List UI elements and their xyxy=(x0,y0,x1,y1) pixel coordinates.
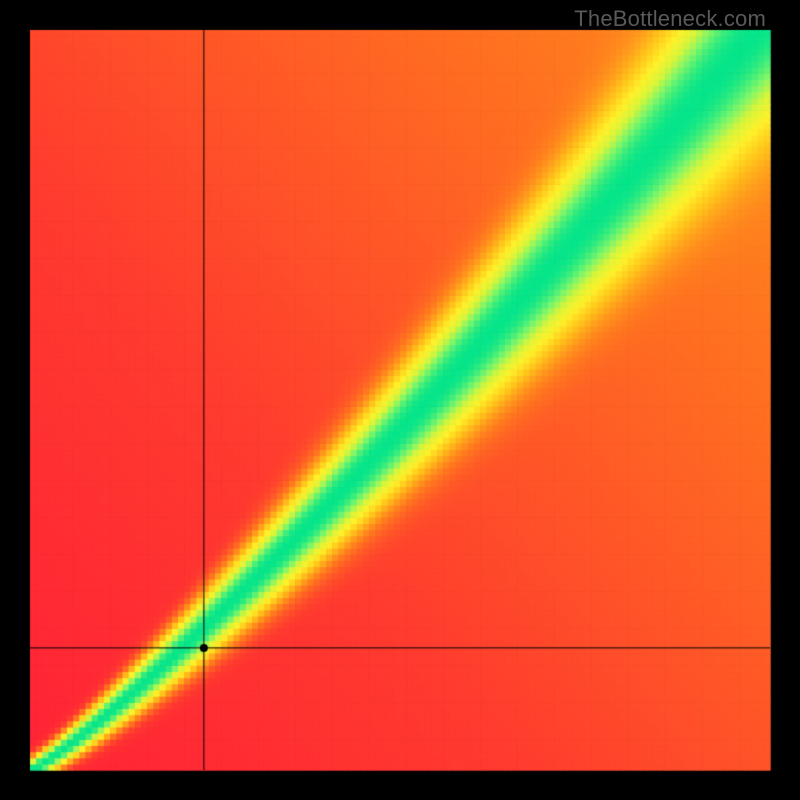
heatmap-canvas xyxy=(0,0,800,800)
watermark-text: TheBottleneck.com xyxy=(574,6,766,32)
chart-container: TheBottleneck.com xyxy=(0,0,800,800)
